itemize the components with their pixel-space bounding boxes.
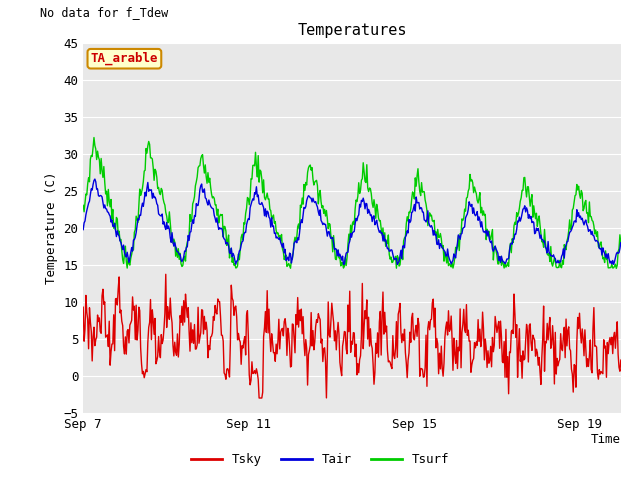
Y-axis label: Temperature (C): Temperature (C) [45, 172, 58, 284]
Text: No data for f_Tdew: No data for f_Tdew [40, 6, 168, 19]
Text: TA_arable: TA_arable [91, 52, 158, 65]
Legend: Tsky, Tair, Tsurf: Tsky, Tair, Tsurf [186, 448, 454, 471]
Text: Time: Time [591, 433, 621, 446]
Title: Temperatures: Temperatures [297, 23, 407, 38]
